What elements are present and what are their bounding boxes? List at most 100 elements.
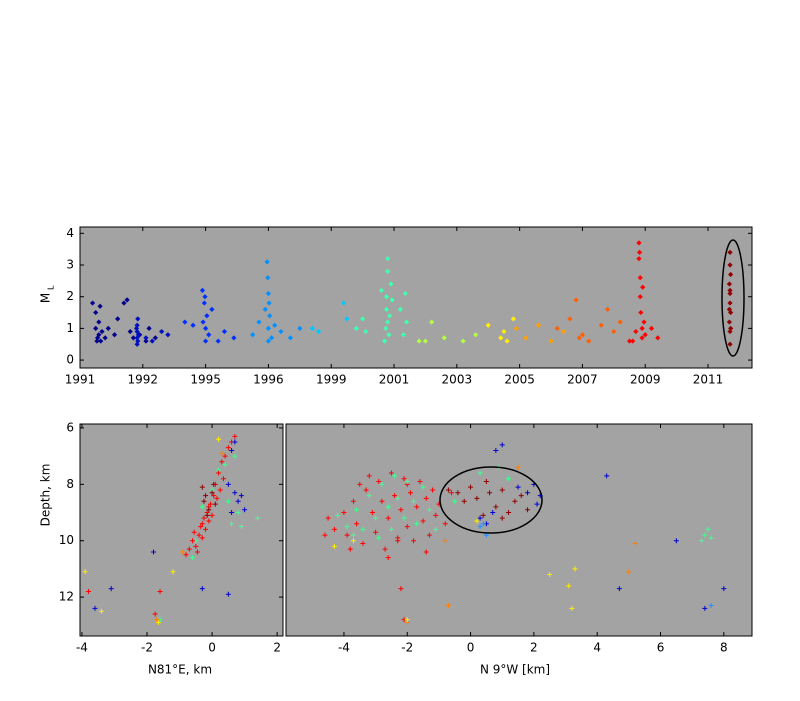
data-point bbox=[127, 328, 133, 335]
data-point bbox=[229, 521, 235, 527]
data-point bbox=[212, 501, 218, 507]
data-point bbox=[572, 566, 578, 572]
data-point bbox=[392, 493, 398, 499]
data-point bbox=[115, 316, 121, 322]
data-point bbox=[219, 459, 225, 465]
data-point bbox=[199, 586, 205, 592]
data-point bbox=[199, 535, 205, 541]
data-point bbox=[265, 275, 271, 281]
data-point bbox=[272, 322, 278, 328]
data-point bbox=[708, 603, 714, 609]
data-point bbox=[193, 543, 199, 549]
data-point bbox=[632, 541, 638, 547]
data-point bbox=[626, 338, 633, 344]
data-point bbox=[633, 328, 639, 335]
data-point bbox=[598, 322, 604, 328]
y-tick-label: 12 bbox=[59, 590, 74, 604]
data-point bbox=[350, 532, 356, 538]
data-point bbox=[309, 325, 315, 331]
data-point bbox=[640, 284, 646, 290]
data-point bbox=[414, 521, 420, 527]
data-point bbox=[199, 484, 205, 490]
data-point bbox=[699, 538, 705, 544]
data-point bbox=[152, 611, 158, 617]
x-tick-label: 0 bbox=[467, 641, 475, 655]
data-point bbox=[385, 504, 391, 510]
data-point bbox=[414, 504, 420, 510]
data-point bbox=[133, 325, 140, 331]
data-point bbox=[673, 538, 679, 544]
data-point bbox=[143, 338, 149, 344]
data-point bbox=[523, 335, 529, 341]
data-point bbox=[604, 306, 611, 312]
data-point bbox=[190, 322, 196, 328]
data-point bbox=[202, 294, 208, 300]
data-point bbox=[411, 538, 417, 544]
data-point bbox=[99, 328, 105, 335]
highlight-ellipse bbox=[721, 239, 745, 357]
data-point bbox=[407, 490, 413, 496]
data-point bbox=[204, 512, 210, 518]
data-point bbox=[474, 518, 480, 524]
data-point bbox=[392, 473, 398, 479]
data-point bbox=[85, 588, 91, 594]
data-point bbox=[191, 529, 197, 535]
data-point bbox=[708, 535, 714, 541]
x-tick-label: 2007 bbox=[567, 373, 598, 387]
data-point bbox=[229, 510, 235, 516]
x-tick-label: 1992 bbox=[128, 373, 159, 387]
data-point bbox=[385, 268, 391, 274]
x-tick-label: 2001 bbox=[379, 373, 410, 387]
plot-frame bbox=[79, 423, 284, 637]
data-point bbox=[159, 328, 165, 335]
data-point bbox=[157, 588, 163, 594]
data-point bbox=[501, 328, 507, 335]
data-point bbox=[363, 487, 369, 493]
data-point bbox=[209, 512, 215, 518]
x-tick-label: 4 bbox=[593, 641, 601, 655]
data-point bbox=[341, 510, 347, 516]
data-point bbox=[726, 306, 732, 312]
data-point bbox=[199, 287, 206, 293]
data-point bbox=[573, 297, 579, 303]
data-point bbox=[389, 297, 395, 303]
data-point bbox=[232, 453, 238, 459]
data-point bbox=[442, 538, 448, 544]
x-axis-label: N81°E, km bbox=[148, 663, 212, 677]
data-point bbox=[265, 325, 272, 331]
data-point bbox=[203, 526, 209, 532]
data-point bbox=[354, 521, 360, 527]
data-point bbox=[376, 479, 382, 485]
y-tick-label: 10 bbox=[59, 533, 74, 547]
panel: -4 -2 0 2 4 6 8 bbox=[285, 423, 753, 655]
data-point bbox=[211, 481, 217, 487]
data-point bbox=[238, 493, 244, 499]
data-point bbox=[214, 495, 220, 501]
data-point bbox=[569, 605, 575, 611]
data-point bbox=[354, 507, 360, 513]
data-point bbox=[637, 275, 643, 281]
data-point bbox=[648, 325, 655, 331]
data-point bbox=[400, 332, 407, 338]
data-point bbox=[474, 495, 480, 501]
x-tick-label: 2009 bbox=[630, 373, 661, 387]
data-point bbox=[705, 526, 711, 532]
data-point bbox=[219, 450, 225, 456]
data-point bbox=[395, 538, 401, 544]
data-point bbox=[105, 325, 111, 331]
y-axis-label: M bbox=[39, 293, 53, 303]
data-point bbox=[199, 521, 205, 527]
data-point bbox=[473, 332, 479, 338]
data-point bbox=[186, 546, 192, 552]
y-axis-label: Depth, km bbox=[39, 464, 53, 527]
x-tick-label: 1996 bbox=[253, 373, 284, 387]
data-point bbox=[423, 495, 429, 501]
data-point bbox=[222, 462, 228, 468]
data-point bbox=[388, 281, 394, 287]
data-point bbox=[445, 487, 451, 493]
data-point bbox=[513, 325, 520, 331]
data-point bbox=[206, 518, 212, 524]
data-point bbox=[82, 569, 88, 575]
data-point bbox=[190, 555, 196, 561]
